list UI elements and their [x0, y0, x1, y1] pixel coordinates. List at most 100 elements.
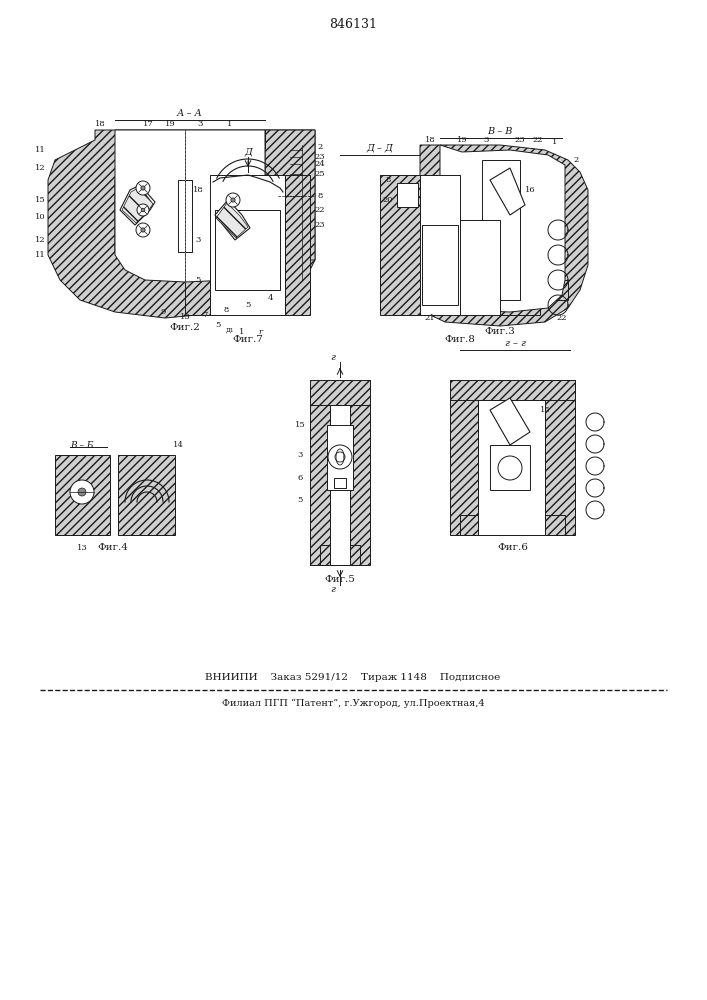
Text: 8: 8 — [317, 192, 322, 200]
Text: 846131: 846131 — [329, 18, 377, 31]
Text: Фиг.2: Фиг.2 — [170, 324, 201, 332]
Text: 15: 15 — [35, 196, 45, 204]
Polygon shape — [545, 380, 575, 535]
Circle shape — [137, 204, 149, 216]
Text: 16: 16 — [525, 186, 535, 194]
Text: 1: 1 — [239, 328, 245, 336]
Text: 22: 22 — [556, 314, 567, 322]
Polygon shape — [460, 515, 565, 535]
Text: 15: 15 — [295, 421, 305, 429]
Polygon shape — [492, 171, 523, 213]
Text: 5: 5 — [298, 496, 303, 504]
Text: 1: 1 — [552, 138, 558, 146]
Polygon shape — [215, 200, 250, 240]
Text: д₁: д₁ — [226, 326, 234, 334]
Text: Фиг.6: Фиг.6 — [498, 544, 528, 552]
Polygon shape — [450, 380, 575, 400]
Polygon shape — [55, 455, 110, 535]
Polygon shape — [490, 168, 525, 215]
Text: 5: 5 — [195, 276, 201, 284]
Text: 12: 12 — [35, 236, 45, 244]
Polygon shape — [310, 405, 330, 565]
Text: 3: 3 — [298, 451, 303, 459]
Text: 7: 7 — [202, 311, 208, 319]
Text: Д: Д — [244, 147, 252, 156]
Text: А – А: А – А — [177, 109, 203, 118]
Text: 13: 13 — [76, 544, 88, 552]
Text: 23: 23 — [315, 153, 325, 161]
Polygon shape — [210, 175, 285, 315]
Text: ВНИИПИ    Заказ 5291/12    Тираж 1148    Подписное: ВНИИПИ Заказ 5291/12 Тираж 1148 Подписно… — [205, 672, 501, 682]
Polygon shape — [185, 175, 210, 315]
Polygon shape — [265, 190, 278, 202]
Text: г – г: г – г — [505, 338, 525, 348]
Text: 19: 19 — [457, 136, 467, 144]
Text: 14: 14 — [173, 441, 183, 449]
Text: 5: 5 — [216, 321, 221, 329]
Polygon shape — [120, 185, 155, 225]
Circle shape — [226, 193, 240, 207]
Text: 22: 22 — [315, 206, 325, 214]
Text: 20: 20 — [382, 196, 393, 204]
Polygon shape — [490, 445, 530, 490]
Polygon shape — [320, 545, 360, 565]
Polygon shape — [115, 130, 265, 282]
Text: 24: 24 — [315, 160, 325, 168]
Text: 18: 18 — [95, 120, 105, 128]
Text: 25: 25 — [315, 170, 325, 178]
Circle shape — [328, 445, 352, 469]
Text: В – В: В – В — [487, 127, 513, 136]
Polygon shape — [122, 187, 153, 223]
Circle shape — [70, 480, 94, 504]
Polygon shape — [178, 180, 192, 252]
Text: 22: 22 — [533, 136, 543, 144]
Circle shape — [141, 228, 145, 232]
Text: В – Б: В – Б — [70, 440, 94, 450]
Text: 3: 3 — [195, 236, 201, 244]
Text: 4: 4 — [267, 294, 273, 302]
Polygon shape — [490, 398, 530, 445]
Polygon shape — [380, 175, 420, 315]
Circle shape — [231, 198, 235, 202]
Polygon shape — [330, 405, 350, 565]
Polygon shape — [115, 130, 265, 148]
Polygon shape — [216, 203, 248, 238]
Text: 23: 23 — [315, 221, 325, 229]
Text: 5: 5 — [245, 301, 251, 309]
Polygon shape — [115, 180, 175, 270]
Polygon shape — [482, 160, 520, 300]
Polygon shape — [450, 380, 478, 535]
Text: Фиг.4: Фиг.4 — [98, 544, 129, 552]
Text: 13: 13 — [180, 313, 190, 321]
Polygon shape — [390, 177, 420, 218]
Circle shape — [136, 181, 150, 195]
Polygon shape — [420, 175, 460, 315]
Polygon shape — [200, 180, 260, 270]
Text: 21: 21 — [425, 314, 436, 322]
Polygon shape — [430, 240, 450, 282]
Polygon shape — [48, 130, 315, 318]
Polygon shape — [460, 160, 540, 308]
Polygon shape — [327, 425, 353, 490]
Text: Фиг.8: Фиг.8 — [445, 336, 475, 344]
Text: г: г — [331, 354, 335, 362]
Polygon shape — [440, 145, 565, 312]
Polygon shape — [420, 145, 588, 326]
Circle shape — [141, 186, 145, 190]
Polygon shape — [422, 225, 458, 305]
Text: 6: 6 — [298, 474, 303, 482]
Text: 11: 11 — [35, 251, 45, 259]
Polygon shape — [215, 210, 280, 290]
Text: Д – Д: Д – Д — [366, 143, 393, 152]
Text: г: г — [331, 584, 335, 593]
Circle shape — [136, 223, 150, 237]
Polygon shape — [420, 280, 568, 300]
Text: 1: 1 — [228, 120, 233, 128]
Polygon shape — [265, 130, 315, 260]
Polygon shape — [334, 478, 346, 488]
Text: 2: 2 — [573, 156, 578, 164]
Text: 10: 10 — [35, 213, 45, 221]
Text: 23: 23 — [515, 136, 525, 144]
Text: 3: 3 — [197, 120, 203, 128]
Text: r: r — [258, 328, 262, 336]
